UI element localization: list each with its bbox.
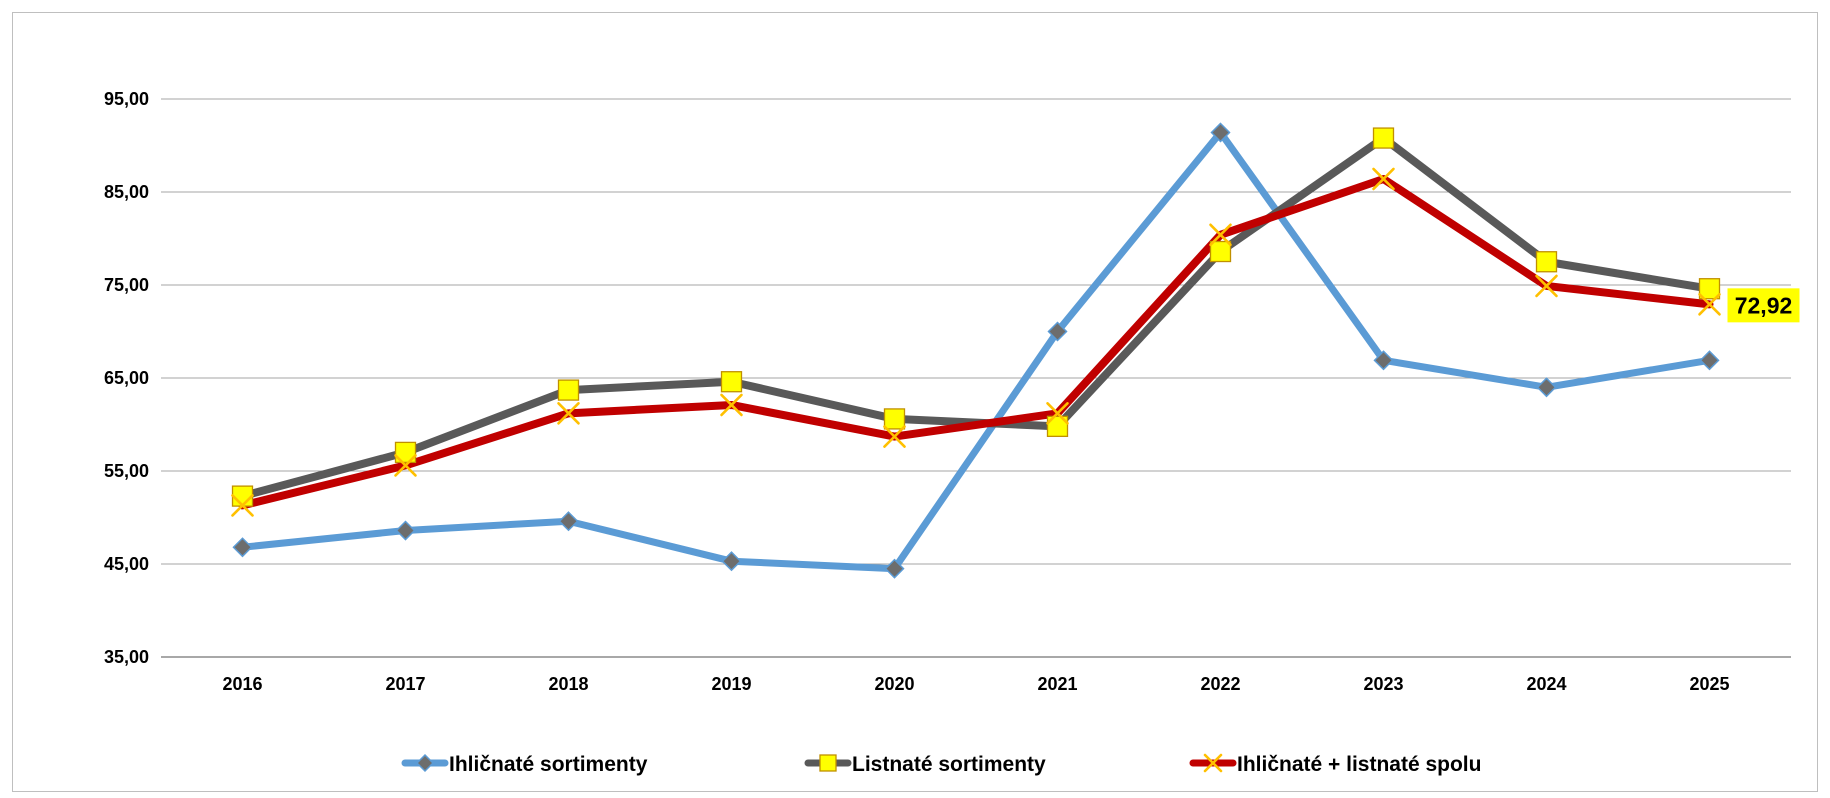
data-label-background [1727, 288, 1800, 323]
data-label: 72,92 [1727, 288, 1800, 323]
chart-frame: 35,00 45,00 55,00 65,00 75,00 85,00 95,00 2016… [12, 12, 1818, 792]
x-tick-label: 2021 [1037, 674, 1077, 694]
series-3-marker [394, 454, 417, 477]
series-line-3 [238, 174, 1714, 510]
y-tick-label: 45,00 [104, 554, 149, 574]
x-tick-label: 2024 [1526, 674, 1566, 694]
series-3-marker [720, 393, 743, 417]
series-2-marker [883, 408, 906, 430]
x-tick-label: 2017 [385, 674, 425, 694]
y-tick-label: 85,00 [104, 182, 149, 202]
series-1-marker [1047, 321, 1068, 342]
series-markers [231, 122, 1721, 579]
x-tick-label: 2022 [1200, 674, 1240, 694]
legend-item-2: Listnaté sortimenty [804, 753, 1046, 776]
series-3-marker [1698, 293, 1721, 316]
legend-item-1: Ihličnaté sortimenty [401, 753, 648, 776]
series-2-marker [720, 371, 743, 393]
series-3-marker [1209, 223, 1232, 247]
legend-swatch-marker [819, 754, 837, 772]
series-2-marker [557, 379, 580, 401]
legend-label: Ihličnaté + listnaté spolu [1237, 753, 1481, 776]
series-line-1 [239, 128, 1713, 573]
legend-item-3: Ihličnaté + listnaté spolu [1189, 753, 1481, 776]
series-1-marker [232, 537, 253, 558]
legend: Ihličnaté sortimenty Listnaté sortimenty I… [401, 753, 1481, 776]
series-3-marker [883, 425, 906, 448]
x-tick-label: 2020 [874, 674, 914, 694]
series-1-marker [1699, 350, 1720, 371]
gridlines [161, 98, 1791, 658]
series-1-marker [1373, 350, 1394, 371]
y-tick-label: 35,00 [104, 647, 149, 667]
legend-swatch-marker [1203, 753, 1223, 773]
line-chart: 35,00 45,00 55,00 65,00 75,00 85,00 95,00 2016… [104, 89, 1800, 776]
legend-label: Listnaté sortimenty [852, 753, 1046, 776]
y-axis-tick-labels: 35,00 45,00 55,00 65,00 75,00 85,00 95,00 [104, 89, 149, 667]
legend-label: Ihličnaté sortimenty [449, 753, 648, 776]
series-3-marker [1046, 402, 1069, 425]
series-1-marker [395, 520, 416, 541]
data-labels: 72,92 [1727, 288, 1800, 323]
series-3-marker [1372, 167, 1395, 191]
series-2-marker [1046, 415, 1069, 438]
series-1-marker [558, 511, 579, 532]
series-2-marker [1209, 240, 1232, 263]
series-lines [238, 128, 1714, 573]
series-2-marker [1698, 278, 1721, 300]
x-axis-tick-labels: 2016 2017 2018 2019 2020 2021 2022 2023 2024 2025 [222, 674, 1729, 694]
series-2-marker [1535, 251, 1558, 273]
y-tick-label: 75,00 [104, 275, 149, 295]
series-3-marker [1535, 274, 1558, 298]
x-tick-label: 2018 [548, 674, 588, 694]
y-tick-label: 95,00 [104, 89, 149, 109]
series-3-marker [231, 494, 254, 517]
x-tick-label: 2016 [222, 674, 262, 694]
series-3-marker [557, 402, 580, 425]
y-tick-label: 65,00 [104, 368, 149, 388]
series-1-marker [721, 551, 742, 572]
legend-swatch-marker [415, 753, 435, 773]
data-label-text: 72,92 [1735, 292, 1793, 318]
y-tick-label: 55,00 [104, 461, 149, 481]
x-tick-label: 2025 [1689, 674, 1729, 694]
series-2-marker [231, 485, 254, 507]
series-1-marker [1210, 122, 1231, 143]
x-tick-label: 2019 [711, 674, 751, 694]
series-2-marker [394, 441, 417, 464]
series-2-marker [1372, 127, 1395, 149]
series-1-marker [1536, 377, 1557, 398]
x-tick-label: 2023 [1363, 674, 1403, 694]
series-1-marker [884, 558, 905, 579]
